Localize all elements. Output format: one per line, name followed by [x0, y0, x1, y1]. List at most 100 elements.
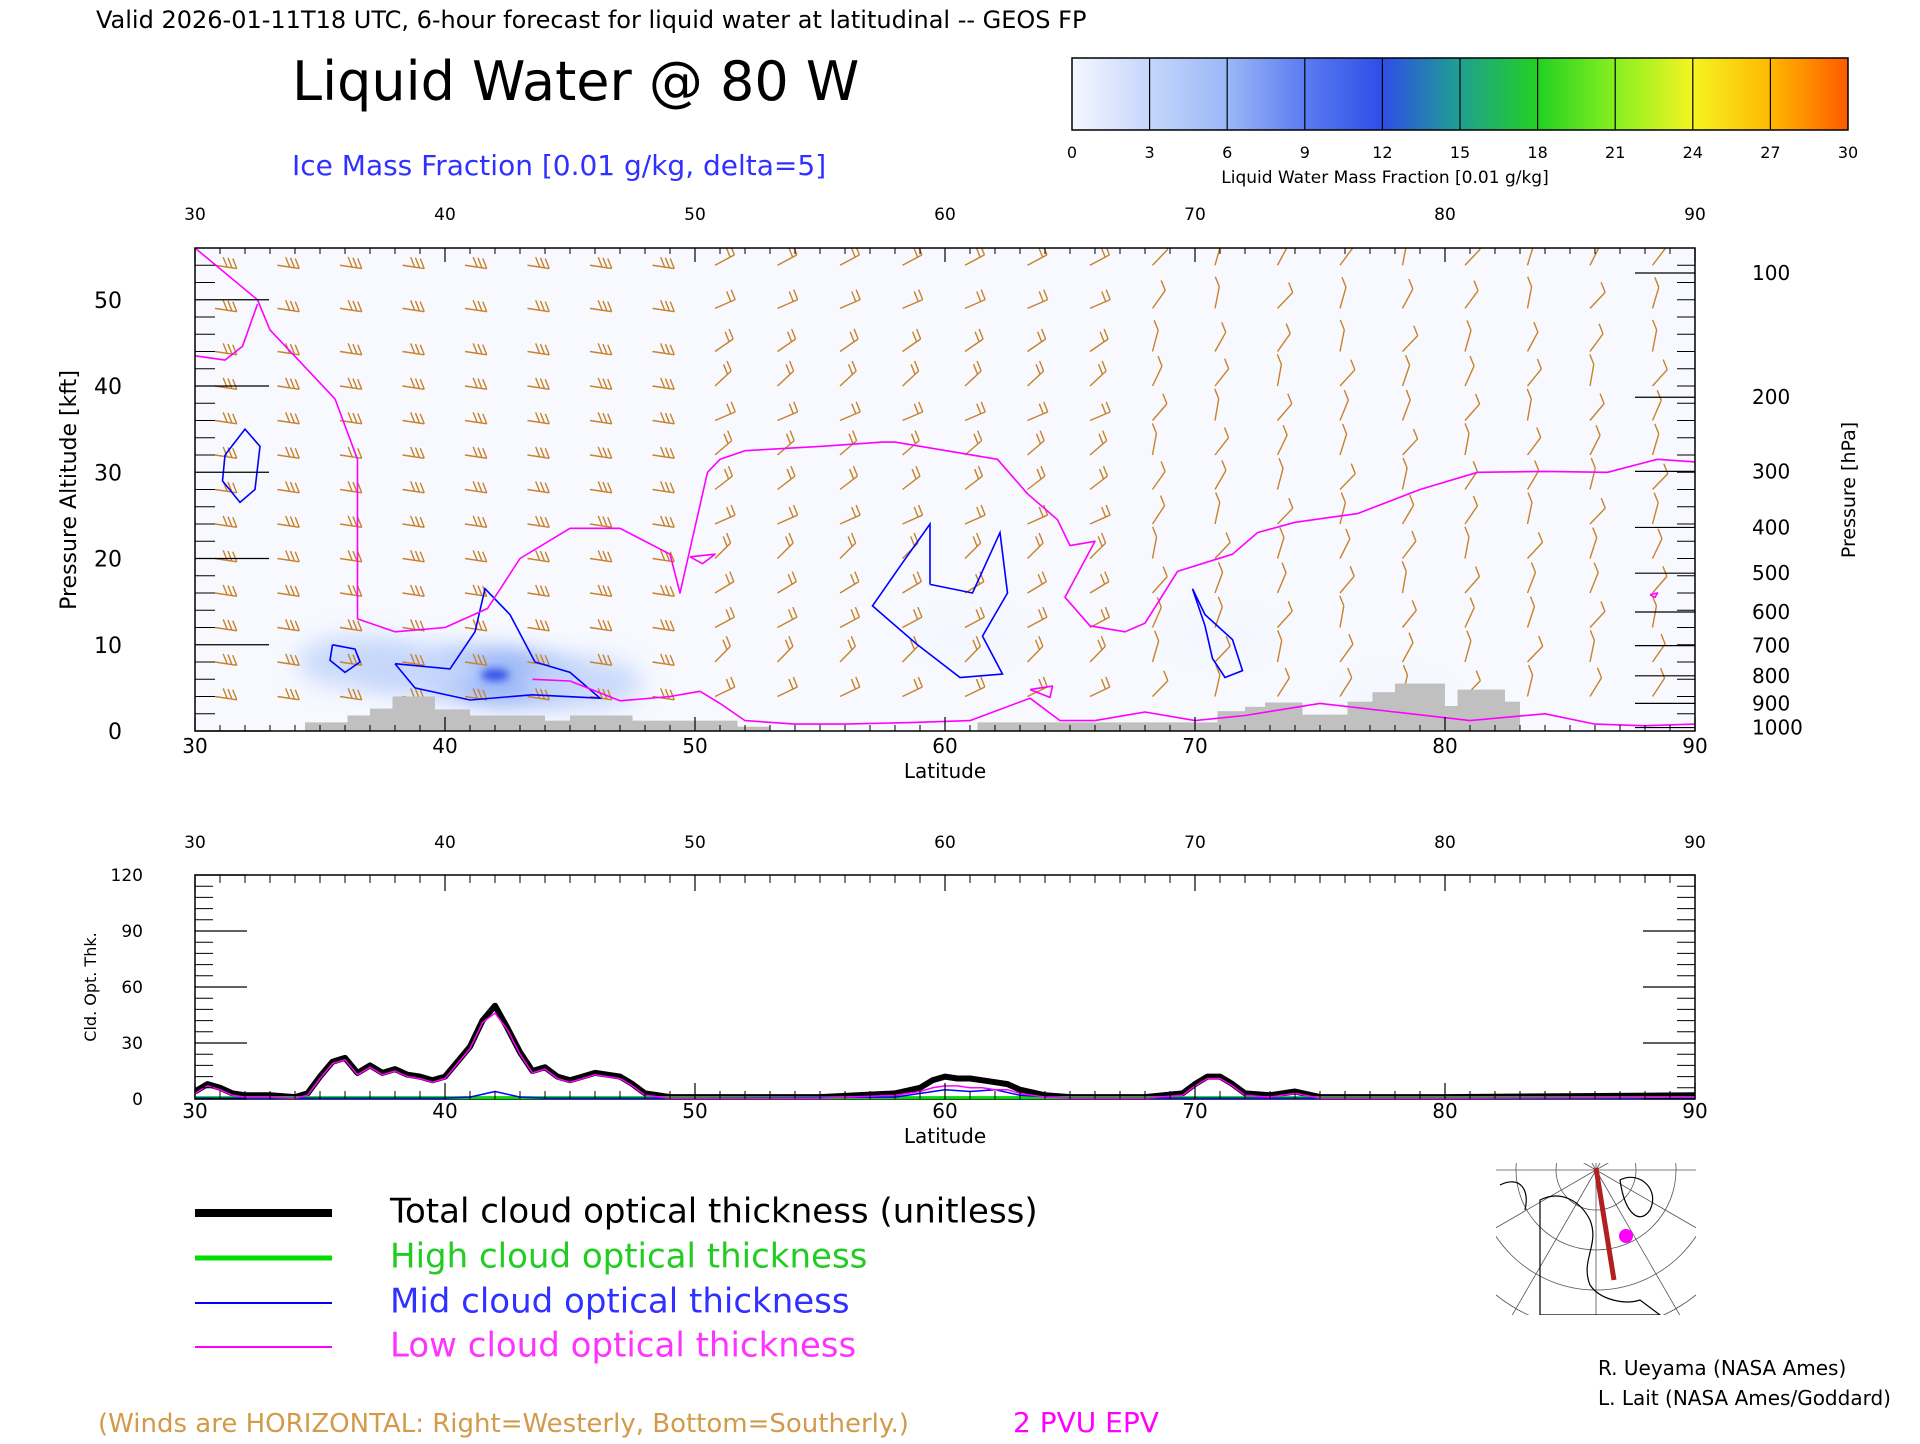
- terrain-bar: [370, 708, 393, 731]
- wind-barb-staff: [527, 454, 550, 459]
- liquid-water-blob: [481, 668, 509, 681]
- wind-barb-staff: [714, 542, 732, 559]
- wind-barb-feather: [913, 506, 919, 518]
- wind-barb-staff: [1027, 370, 1045, 387]
- wind-barb-feather: [1339, 319, 1345, 331]
- wind-barb-staff: [1339, 433, 1348, 456]
- terrain-bar: [347, 715, 370, 731]
- wind-barb-feather: [285, 653, 291, 665]
- wind-barb: [1651, 633, 1666, 663]
- wind-barb-feather: [660, 584, 666, 596]
- wind-barb-staff: [402, 488, 425, 494]
- wind-barb: [277, 584, 300, 597]
- wind-barb-feather: [544, 258, 550, 269]
- wind-barb-feather: [285, 412, 291, 423]
- wind-barb-feather: [725, 248, 731, 258]
- wind-barb-staff: [1401, 364, 1411, 387]
- wind-barb-feather: [289, 257, 296, 269]
- wind-barb-staff: [277, 419, 300, 425]
- wind-barb-staff: [1651, 677, 1666, 697]
- y-tick-label-left: 40: [94, 375, 122, 400]
- epv-label: 2 PVU EPV: [1013, 1406, 1159, 1439]
- wind-barb-feather: [660, 619, 666, 630]
- wind-barb-feather: [1040, 465, 1046, 477]
- wind-barb: [464, 446, 488, 459]
- wind-barb: [277, 481, 300, 494]
- terrain-bar: [435, 709, 470, 731]
- wind-barb-feather: [535, 377, 541, 389]
- wind-barb-staff: [1589, 537, 1598, 559]
- wind-barb-feather: [1159, 495, 1166, 506]
- wind-barb-staff: [1027, 254, 1048, 266]
- wind-barb-staff: [214, 695, 237, 701]
- wind-barb-feather: [539, 688, 546, 700]
- x-tick-label: 60: [932, 734, 957, 758]
- wind-barb-staff: [1027, 514, 1048, 525]
- wind-barb-staff: [1276, 403, 1293, 421]
- wind-barb-feather: [1215, 664, 1221, 676]
- wind-barb-feather: [539, 378, 546, 389]
- wind-barb-feather: [227, 585, 233, 596]
- wind-barb: [1651, 390, 1662, 421]
- wind-barb: [964, 289, 986, 310]
- wind-barb-feather: [660, 653, 666, 665]
- wind-barb-feather: [222, 619, 228, 630]
- wind-barb-feather: [602, 300, 608, 312]
- map-coastline: [1539, 1195, 1661, 1315]
- colorbar-tick-label: 27: [1760, 143, 1780, 162]
- wind-barb-staff: [1089, 298, 1111, 310]
- wind-barb-feather: [535, 584, 541, 596]
- wind-barb: [1214, 388, 1220, 421]
- wind-barb: [1526, 562, 1537, 594]
- wind-barb-feather: [726, 506, 732, 518]
- wind-barb: [402, 550, 425, 563]
- wind-barb-feather: [544, 448, 550, 459]
- wind-barb-staff: [1526, 470, 1540, 490]
- wind-barb: [589, 584, 613, 597]
- wind-barb-feather: [289, 343, 296, 355]
- wind-barb-feather: [669, 258, 675, 269]
- wind-barb: [589, 412, 613, 425]
- wind-barb-feather: [1285, 323, 1291, 334]
- wind-barb-feather: [1223, 427, 1230, 438]
- wind-barb-feather: [602, 516, 608, 527]
- wind-barb-feather: [910, 536, 916, 547]
- y-tick-label-right: 100: [1752, 261, 1790, 285]
- wind-barb-staff: [277, 523, 300, 528]
- wind-barb-feather: [222, 653, 228, 665]
- wind-barb-feather: [785, 433, 792, 445]
- wind-barb: [1027, 430, 1045, 456]
- wind-barb-feather: [848, 433, 854, 445]
- wind-barb-staff: [1214, 248, 1221, 266]
- wind-barb-feather: [918, 401, 924, 413]
- wind-barb-feather: [660, 412, 666, 423]
- bottom-x-tick-label-top: 60: [934, 833, 956, 853]
- wind-barb-feather: [727, 430, 733, 441]
- wind-barb: [1589, 667, 1603, 697]
- wind-barb: [1276, 282, 1294, 309]
- wind-barb-feather: [602, 619, 608, 631]
- bottom-x-tick-label: 50: [682, 1099, 707, 1123]
- wind-barb-feather: [414, 654, 421, 665]
- wind-barb: [1464, 423, 1470, 456]
- wind-barb-staff: [527, 419, 550, 425]
- liquid-water-blob: [1160, 610, 1280, 663]
- wind-barb-feather: [289, 378, 296, 389]
- wind-barb: [902, 360, 920, 387]
- wind-barb-feather: [788, 635, 794, 647]
- wind-barb-feather: [410, 584, 416, 596]
- terrain-bar: [632, 720, 738, 731]
- wind-barb-feather: [789, 430, 795, 441]
- wind-barb-staff: [839, 370, 857, 387]
- wind-barb: [1339, 276, 1347, 309]
- wind-barb-feather: [357, 448, 363, 459]
- wind-barb-staff: [902, 686, 923, 698]
- wind-barb-feather: [1536, 358, 1543, 370]
- wind-barb: [714, 571, 735, 594]
- wind-barb-feather: [852, 465, 859, 477]
- wind-barb: [1151, 597, 1163, 628]
- wind-barb-feather: [607, 620, 613, 632]
- wind-barb: [589, 343, 613, 356]
- wind-barb: [277, 653, 300, 666]
- wind-barb-staff: [1276, 333, 1291, 352]
